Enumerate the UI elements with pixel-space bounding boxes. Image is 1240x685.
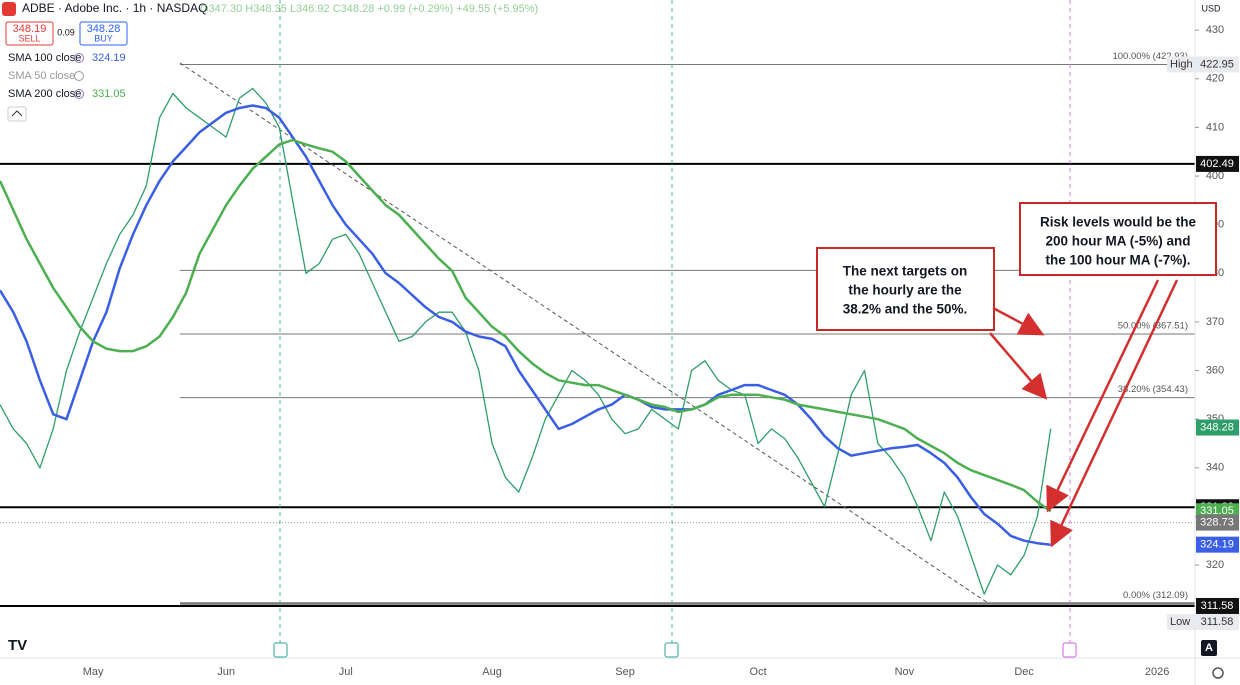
buy-label: BUY — [94, 33, 113, 43]
earnings-marker[interactable] — [1062, 642, 1077, 658]
high-label: High — [1170, 58, 1193, 70]
y-tick-label: 410 — [1206, 121, 1224, 133]
annotation-line: the 100 hour MA (-7%). — [1045, 253, 1190, 268]
high-box — [1167, 56, 1239, 73]
annotation-line: The next targets on — [843, 264, 968, 279]
price-badge — [1196, 419, 1239, 436]
low-value: 311.58 — [1201, 616, 1234, 628]
price-badge-label: 331.05 — [1200, 505, 1234, 517]
price-badge — [1196, 536, 1239, 553]
legend-value: 331.05 — [92, 88, 126, 100]
x-tick-label: Jun — [217, 666, 235, 678]
annotation-line: the hourly are the — [848, 283, 962, 298]
earnings-marker[interactable] — [273, 642, 288, 658]
x-tick-label: Oct — [750, 666, 767, 678]
sma-line — [0, 104, 1051, 546]
sell-label: SELL — [18, 33, 40, 43]
y-tick-label: 430 — [1206, 24, 1224, 36]
currency: USD — [1201, 3, 1221, 13]
fib-label: 100.00% (422.93) — [1112, 51, 1188, 62]
annotation-box — [816, 247, 995, 331]
x-tick-label: Sep — [615, 666, 635, 678]
auto-label: A — [1205, 642, 1213, 654]
arrow — [1046, 279, 1160, 513]
legend: SMA 100 close 324.19 SMA 50 close SMA 200 c… — [8, 52, 126, 100]
buy-price: 348.28 — [87, 23, 121, 35]
y-tick-label: 370 — [1206, 316, 1224, 328]
annotation-line: Risk levels would be the — [1040, 215, 1197, 230]
tv-logo: TV — [8, 637, 27, 654]
high-value: 422.95 — [1200, 58, 1234, 70]
y-tick-label: 320 — [1206, 559, 1224, 571]
ohlc: O347.30 H348.35 L346.92 C348.28 +0.99 (+… — [200, 3, 538, 15]
legend-name: SMA 100 close — [8, 52, 81, 64]
y-tick-label: 420 — [1206, 73, 1224, 85]
series-group — [0, 87, 1052, 595]
x-tick-label: Jul — [339, 666, 353, 678]
legend-value: 324.19 — [92, 52, 126, 64]
trend-line — [179, 62, 989, 604]
fib-label: 50.00% (367.51) — [1118, 321, 1188, 332]
x-tick-label: Nov — [895, 666, 915, 678]
auto-button[interactable] — [1201, 640, 1217, 656]
earnings-markers — [273, 642, 1077, 658]
price-badge — [1196, 514, 1239, 531]
arrows — [989, 279, 1179, 548]
legend-icon — [74, 89, 84, 99]
price-badge-label: 328.73 — [1200, 516, 1234, 528]
axes: 320330340350360370380390400410420430USDM… — [83, 3, 1239, 678]
x-tick-label: 2026 — [1145, 666, 1169, 678]
price-badge — [1196, 155, 1239, 172]
arrow — [1050, 279, 1179, 548]
arrow — [989, 332, 1048, 400]
price-badge-label: 348.28 — [1200, 421, 1234, 433]
collapse-button[interactable] — [7, 106, 27, 122]
x-tick-label: Aug — [482, 666, 502, 678]
settings-icon[interactable] — [1212, 667, 1224, 679]
price-badge-label: 324.19 — [1200, 539, 1234, 551]
price-badge — [1196, 597, 1239, 614]
symbol: ADBE · Adobe Inc. · 1h · NASDAQ — [22, 1, 207, 15]
x-tick-label: May — [83, 666, 104, 678]
fib-label: 0.00% (312.09) — [1123, 590, 1188, 601]
low-label: Low — [1170, 616, 1190, 628]
arrow — [992, 306, 1045, 336]
legend-icon — [74, 71, 84, 81]
price-line — [0, 87, 1052, 595]
logo — [2, 2, 16, 16]
y-tick-label: 340 — [1206, 462, 1224, 474]
buy-button[interactable] — [79, 21, 128, 46]
annotation-line: 200 hour MA (-5%) and — [1045, 234, 1190, 249]
price-badge-label: 402.49 — [1200, 158, 1234, 170]
x-tick-label: Dec — [1014, 666, 1034, 678]
legend-icon — [74, 53, 84, 63]
low-box — [1167, 613, 1239, 630]
legend-name: SMA 200 close — [8, 88, 81, 100]
sell-button[interactable] — [5, 21, 54, 46]
y-tick-label: 360 — [1206, 364, 1224, 376]
sma-line — [0, 138, 1052, 513]
collapse-icon — [11, 110, 23, 117]
price-badge-label: 311.58 — [1201, 600, 1234, 612]
spread: 0.09 — [57, 27, 75, 37]
fib-label: 38.20% (354.43) — [1118, 384, 1188, 395]
earnings-marker[interactable] — [664, 642, 679, 658]
annotation: The next targets on the hourly are the 3… — [816, 202, 1217, 331]
sell-price: 348.19 — [13, 23, 47, 35]
legend-name: SMA 50 close — [8, 70, 75, 82]
y-tick-label: 400 — [1206, 170, 1224, 182]
annotation-line: 38.2% and the 50%. — [843, 302, 968, 317]
annotation-box — [1019, 202, 1217, 276]
